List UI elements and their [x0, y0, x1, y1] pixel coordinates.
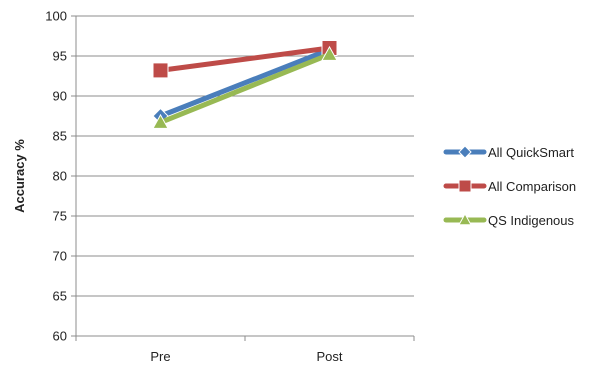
y-tick-label: 100: [45, 9, 67, 24]
axes: [75, 16, 415, 341]
series-group: [152, 40, 338, 129]
data-point-marker: [152, 113, 169, 129]
legend: All QuickSmart All Comparison QS Indigenou…: [443, 145, 576, 228]
y-tick-label: 70: [53, 249, 67, 264]
data-point-marker: [321, 45, 338, 61]
series-line: [158, 45, 332, 73]
legend-label: QS Indigenous: [488, 213, 575, 228]
y-tick-label: 85: [53, 129, 67, 144]
y-tick-label: 95: [53, 49, 67, 64]
y-tick-label: 90: [53, 89, 67, 104]
data-point-marker: [458, 179, 472, 193]
series-line: [158, 51, 332, 125]
series-line: [158, 47, 332, 119]
data-point-marker: [152, 62, 169, 79]
legend-entry: All Comparison: [443, 179, 576, 194]
series-qs-indigenous: [152, 45, 338, 129]
x-tick-labels: Pre Post: [150, 349, 343, 364]
x-tick-label: Post: [316, 349, 342, 364]
legend-label: All Comparison: [488, 179, 576, 194]
series-all-quicksmart: [152, 41, 338, 125]
y-tick-label: 75: [53, 209, 67, 224]
y-tick-label: 80: [53, 169, 67, 184]
data-point-marker: [458, 212, 472, 226]
x-tick-label: Pre: [150, 349, 170, 364]
y-tick-labels: 60 65 70 75 80 85 90 95 100: [45, 9, 67, 344]
y-tick-label: 60: [53, 329, 67, 344]
legend-entry: QS Indigenous: [443, 212, 575, 228]
y-axis-title: Accuracy %: [12, 139, 27, 213]
grid-lines: [71, 15, 414, 337]
legend-entry: All QuickSmart: [443, 145, 574, 160]
legend-label: All QuickSmart: [488, 145, 574, 160]
y-tick-label: 65: [53, 289, 67, 304]
data-point-marker: [458, 145, 472, 159]
